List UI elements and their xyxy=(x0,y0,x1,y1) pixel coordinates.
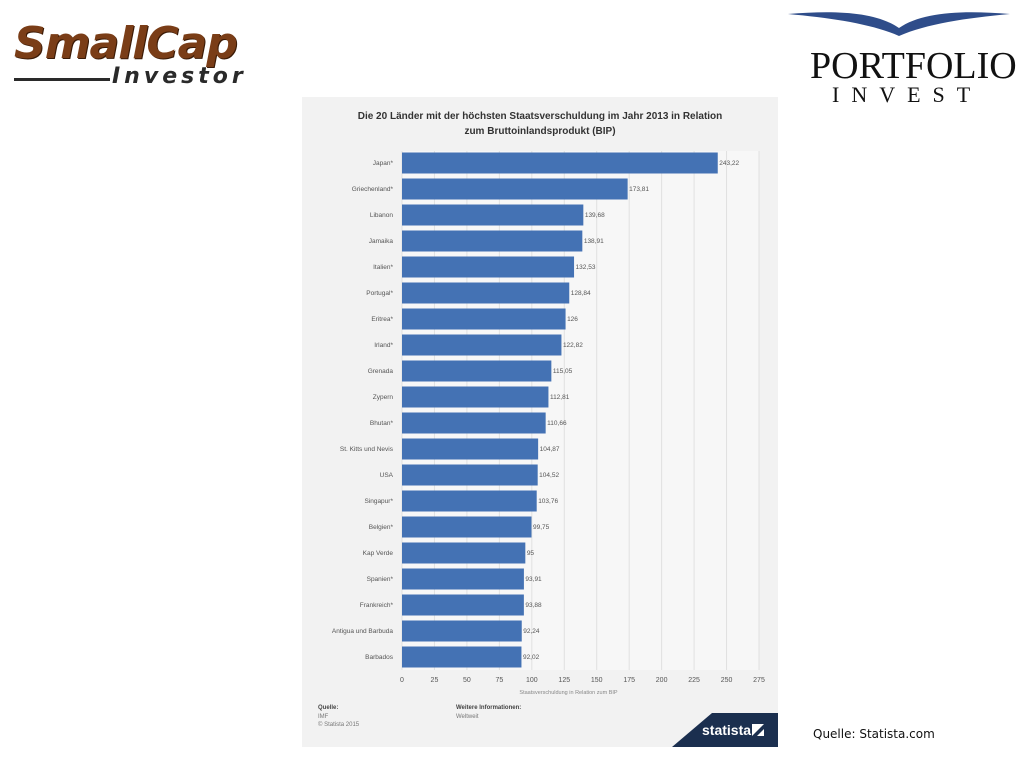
x-tick-label: 125 xyxy=(558,677,570,684)
smallcap-logo-line xyxy=(14,78,110,81)
smallcap-logo-text: SmallCap xyxy=(14,18,238,69)
value-label: 92,02 xyxy=(523,654,540,661)
category-label: Antigua und Barbuda xyxy=(332,628,393,635)
bird-wing-icon xyxy=(788,12,1010,36)
category-label: Eritrea* xyxy=(371,316,393,323)
bar xyxy=(402,256,575,278)
category-label: Libanon xyxy=(370,212,394,219)
value-label: 132,53 xyxy=(576,264,596,271)
smallcap-logo-subtext: Investor xyxy=(112,64,247,89)
value-label: 243,22 xyxy=(719,160,739,167)
chart-title-line-1: Die 20 Länder mit der höchsten Staatsver… xyxy=(357,111,723,122)
category-label: Portugal* xyxy=(366,290,393,297)
category-label: Bhutan* xyxy=(370,420,394,427)
category-label: Singapur* xyxy=(364,498,393,505)
bar xyxy=(402,308,566,330)
x-tick-label: 100 xyxy=(526,677,538,684)
x-tick-label: 75 xyxy=(495,677,503,684)
bar xyxy=(402,568,524,590)
bar xyxy=(402,490,537,512)
category-label: Kap Verde xyxy=(363,550,394,557)
bar xyxy=(402,594,524,616)
x-tick-label: 200 xyxy=(656,677,668,684)
footer-source-label: Quelle: xyxy=(318,705,339,711)
x-tick-label: 150 xyxy=(591,677,603,684)
bar xyxy=(402,516,532,538)
bar xyxy=(402,230,583,252)
value-label: 126 xyxy=(567,316,578,323)
bar xyxy=(402,152,718,174)
statista-brand: statista xyxy=(702,722,752,738)
value-label: 104,52 xyxy=(539,472,559,479)
value-label: 93,91 xyxy=(525,576,542,583)
chart-panel: Die 20 Länder mit der höchsten Staatsver… xyxy=(302,97,778,747)
value-label: 93,88 xyxy=(525,602,542,609)
category-label: Barbados xyxy=(365,654,394,661)
value-label: 103,76 xyxy=(538,498,558,505)
category-label: St. Kitts und Nevis xyxy=(340,446,394,453)
bar xyxy=(402,464,538,486)
x-axis-label: Staatsverschuldung in Relation zum BIP xyxy=(519,690,617,696)
value-label: 104,87 xyxy=(540,446,560,453)
portfolio-invest-logo: PORTFOLIO INVEST xyxy=(786,6,1017,107)
bar xyxy=(402,620,522,642)
category-label: Frankreich* xyxy=(360,602,394,609)
category-label: Irland* xyxy=(374,342,393,349)
category-label: USA xyxy=(380,472,394,479)
value-label: 95 xyxy=(527,550,535,557)
bar xyxy=(402,386,549,408)
value-label: 122,82 xyxy=(563,342,583,349)
bar xyxy=(402,542,526,564)
x-tick-label: 250 xyxy=(721,677,733,684)
x-tick-label: 275 xyxy=(753,677,765,684)
footer-copyright: © Statista 2015 xyxy=(318,722,360,728)
statista-logo-icon xyxy=(752,724,764,736)
value-label: 128,84 xyxy=(571,290,591,297)
category-label: Jamaika xyxy=(369,238,394,245)
value-label: 139,68 xyxy=(585,212,605,219)
statista-band xyxy=(672,713,778,747)
category-label: Spanien* xyxy=(367,576,394,583)
value-label: 173,81 xyxy=(629,186,649,193)
smallcap-investor-logo: SmallCap Investor xyxy=(14,12,284,94)
bar xyxy=(402,334,562,356)
bar xyxy=(402,178,628,200)
portfolio-logo-text: PORTFOLIO xyxy=(810,45,1017,87)
chart-title-line-2: zum Bruttoinlandsprodukt (BIP) xyxy=(464,126,616,137)
footer-info-label: Weitere Informationen: xyxy=(456,705,522,711)
x-tick-label: 25 xyxy=(431,677,439,684)
source-note: Quelle: Statista.com xyxy=(813,727,935,741)
category-label: Italien* xyxy=(373,264,393,271)
invest-logo-text: INVEST xyxy=(832,82,983,107)
category-label: Belgien* xyxy=(369,524,394,531)
x-tick-label: 225 xyxy=(688,677,700,684)
value-label: 99,75 xyxy=(533,524,550,531)
plot-area xyxy=(402,151,759,670)
value-label: 138,91 xyxy=(584,238,604,245)
value-label: 112,81 xyxy=(550,394,570,401)
bar xyxy=(402,204,584,226)
bar xyxy=(402,360,552,382)
value-label: 92,24 xyxy=(523,628,540,635)
bar xyxy=(402,438,539,460)
x-tick-label: 50 xyxy=(463,677,471,684)
x-tick-label: 0 xyxy=(400,677,404,684)
bar xyxy=(402,412,546,434)
category-label: Japan* xyxy=(373,160,394,167)
category-label: Zypern xyxy=(373,394,394,401)
chart-title: Die 20 Länder mit der höchsten Staatsver… xyxy=(312,109,768,139)
bar xyxy=(402,646,522,668)
value-label: 110,66 xyxy=(547,420,567,427)
category-label: Griechenland* xyxy=(352,186,394,193)
footer-info: Weltweit xyxy=(456,714,479,720)
bar xyxy=(402,282,570,304)
bar-chart: Japan* 243,22 Griechenland* 173,81 Libanon 13… xyxy=(332,151,765,696)
x-tick-label: 175 xyxy=(623,677,635,684)
footer-source: IMF xyxy=(318,714,329,720)
category-label: Grenada xyxy=(368,368,394,375)
value-label: 115,05 xyxy=(553,368,573,375)
